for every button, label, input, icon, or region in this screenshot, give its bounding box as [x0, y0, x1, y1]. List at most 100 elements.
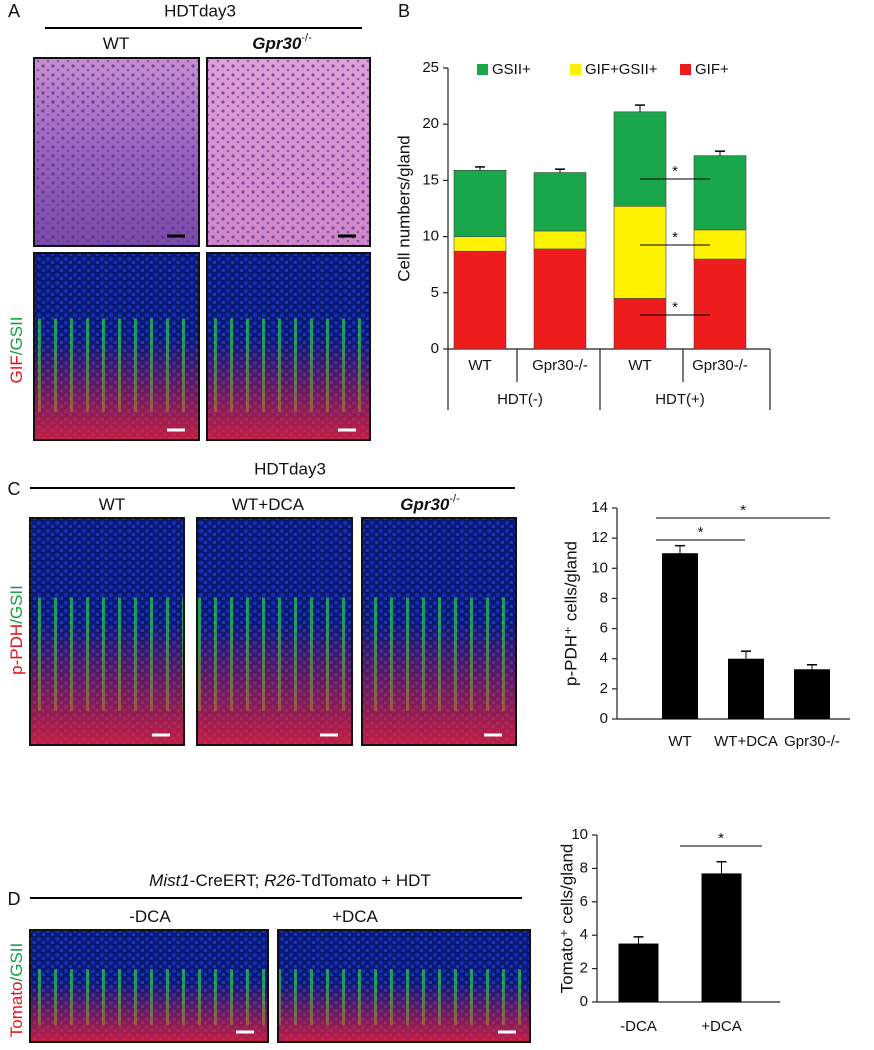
y-tick-label: 6: [580, 893, 588, 910]
column-label: WT+DCA: [232, 495, 305, 514]
significance-mark: *: [698, 524, 704, 541]
bar-segment: [533, 172, 587, 232]
column-sup: -/-: [449, 493, 460, 505]
micrograph-red: [207, 253, 370, 440]
column-label: Gpr30-/-: [400, 493, 460, 515]
micrograph-border: [33, 252, 200, 441]
bar-segment: [693, 258, 747, 350]
y-tick-label: 15: [422, 171, 439, 188]
column-label: -DCA: [129, 907, 171, 926]
legend-label: GIF+GSII+: [585, 61, 658, 78]
micrograph-red: [30, 930, 268, 1042]
error-bar: [475, 166, 485, 171]
y-tick-label: 2: [580, 960, 588, 977]
column-name: WT: [99, 495, 125, 514]
bar-segment: [453, 169, 507, 237]
panel-letter: D: [8, 889, 21, 909]
y-tick-label: 5: [431, 284, 439, 301]
error-bar: [807, 663, 817, 670]
column-label: Gpr30-/-: [252, 32, 312, 54]
stain-red: p-PDH: [7, 624, 26, 675]
y-axis-label: Cell numbers/gland: [394, 135, 413, 281]
bar-segment: [453, 250, 507, 350]
legend-swatch: [680, 64, 691, 75]
bar-segment: [533, 230, 587, 250]
y-tick-label: 0: [580, 993, 588, 1010]
header-part: -CreERT;: [190, 871, 264, 890]
micrograph-nuclei: [34, 58, 199, 246]
micrograph: [206, 57, 371, 247]
micrograph-red: [362, 518, 516, 745]
bar-segment: [613, 111, 667, 207]
x-tick-label: WT: [628, 357, 651, 374]
bar-segment: [533, 248, 587, 350]
bar: [618, 943, 659, 1002]
error-bar: [716, 860, 727, 874]
stain-green: /GSII: [7, 316, 26, 355]
y-tick-label: 12: [591, 529, 608, 546]
x-tick-label: -DCA: [620, 1018, 657, 1035]
micrograph-border: [33, 57, 200, 247]
panel-header: HDTday3: [254, 459, 326, 478]
y-tick-label: 14: [591, 499, 608, 516]
header-part: R26: [264, 871, 296, 890]
bar-segment: [453, 236, 507, 252]
significance-mark: *: [672, 229, 678, 246]
bar-segment: [693, 155, 747, 231]
panel-header: Mist1-CreERT; R26-TdTomato + HDT: [149, 871, 431, 890]
column-name: WT+DCA: [232, 495, 305, 514]
y-tick-label: 8: [580, 859, 588, 876]
column-label: WT: [99, 495, 125, 514]
panel-letter: C: [8, 479, 21, 499]
column-name: Gpr30: [400, 495, 450, 514]
stain-label: p-PDH/GSII: [7, 585, 26, 675]
micrograph-border: [361, 517, 517, 746]
y-tick-label: 2: [600, 680, 608, 697]
micrograph: [361, 517, 517, 746]
y-tick-label: 25: [422, 59, 439, 76]
x-tick-label: +DCA: [701, 1018, 741, 1035]
significance-mark: *: [672, 299, 678, 316]
stain-red: Tomato: [7, 981, 26, 1037]
bar: [701, 873, 742, 1002]
x-tick-label: Gpr30-/-: [692, 357, 748, 374]
error-bar: [715, 150, 725, 156]
column-label: WT: [103, 34, 129, 53]
y-tick-label: 8: [600, 589, 608, 606]
panel-letter: A: [8, 1, 20, 21]
y-tick-label: 0: [431, 340, 439, 357]
y-axis-label: Tomato⁺ cells/gland: [557, 844, 576, 994]
stain-label: Tomato/GSII: [7, 943, 26, 1037]
micrograph: [196, 517, 353, 746]
error-bar: [675, 544, 685, 554]
bar-segment: [693, 229, 747, 260]
y-tick-label: 10: [422, 228, 439, 245]
micrograph-border: [206, 252, 371, 441]
bar: [662, 553, 698, 719]
micrograph-red: [278, 930, 530, 1042]
legend-label: GIF+: [695, 61, 729, 78]
error-bar: [633, 936, 644, 944]
micrograph-border: [29, 517, 185, 746]
micrograph: [29, 929, 269, 1043]
header-part: -TdTomato + HDT: [295, 871, 431, 890]
y-tick-label: 10: [571, 826, 588, 843]
bar: [728, 658, 764, 719]
significance-mark: *: [718, 830, 724, 847]
y-tick-label: 0: [600, 710, 608, 727]
column-name: WT: [103, 34, 129, 53]
error-bar: [741, 650, 751, 659]
group-label: HDT(-): [497, 391, 543, 408]
y-tick-label: 6: [600, 620, 608, 637]
x-tick-label: WT: [468, 357, 491, 374]
x-tick-label: WT+DCA: [714, 733, 778, 750]
stain-red: GIF: [7, 355, 26, 383]
error-bar: [555, 168, 565, 173]
micrograph-nuclei: [207, 58, 370, 246]
x-tick-label: Gpr30-/-: [784, 733, 840, 750]
stain-green: /GSII: [7, 943, 26, 982]
header-part: Mist1: [149, 871, 190, 890]
significance-mark: *: [672, 163, 678, 180]
micrograph-red: [34, 253, 199, 440]
y-tick-label: 20: [422, 115, 439, 132]
